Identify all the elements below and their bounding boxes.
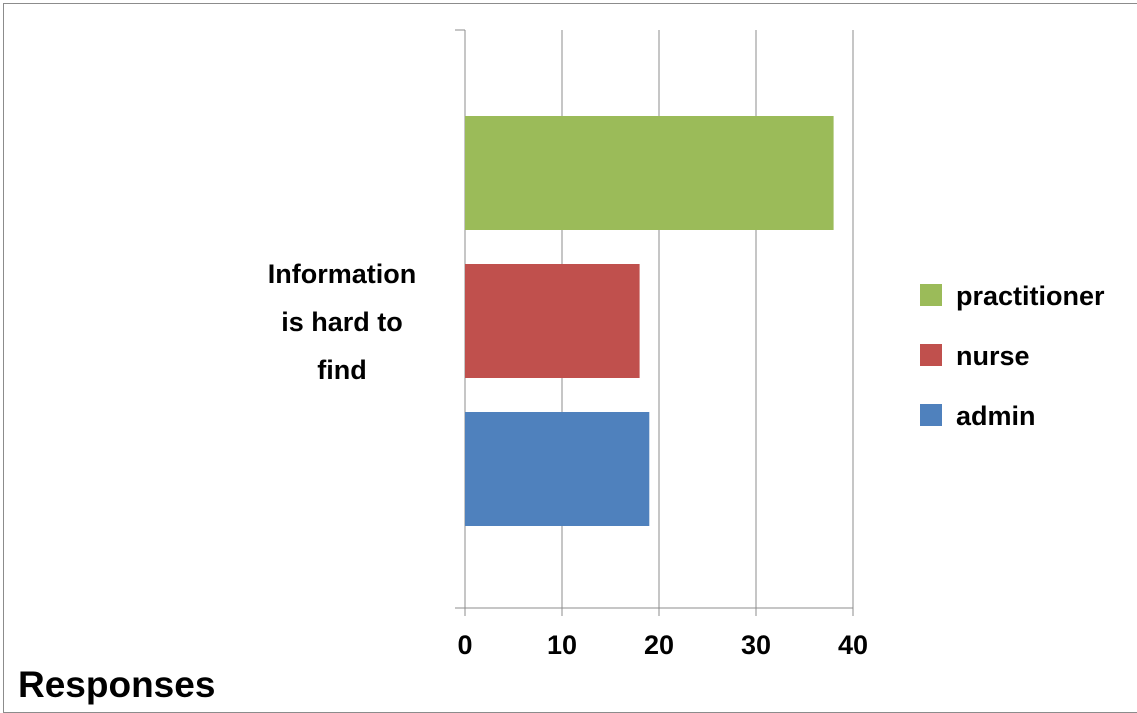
x-tick-label-0: 0 [457, 630, 472, 660]
bar-admin [465, 412, 650, 526]
category-label-line-1: Information [268, 259, 417, 289]
legend-label-nurse: nurse [956, 341, 1030, 371]
legend-label-admin: admin [956, 401, 1036, 431]
legend-swatch-admin [920, 404, 942, 426]
x-tick-label-10: 10 [547, 630, 577, 660]
legend-swatch-practitioner [920, 284, 942, 306]
bar-practitioner [465, 116, 834, 230]
legend-label-practitioner: practitioner [956, 281, 1105, 311]
x-tick-label-30: 30 [741, 630, 771, 660]
category-label-line-2: is hard to [281, 307, 403, 337]
x-tick-label-40: 40 [838, 630, 868, 660]
responses-label: Responses [18, 664, 216, 705]
x-tick-label-20: 20 [644, 630, 674, 660]
category-label-line-3: find [317, 355, 366, 385]
bar-nurse [465, 264, 640, 378]
legend-swatch-nurse [920, 344, 942, 366]
